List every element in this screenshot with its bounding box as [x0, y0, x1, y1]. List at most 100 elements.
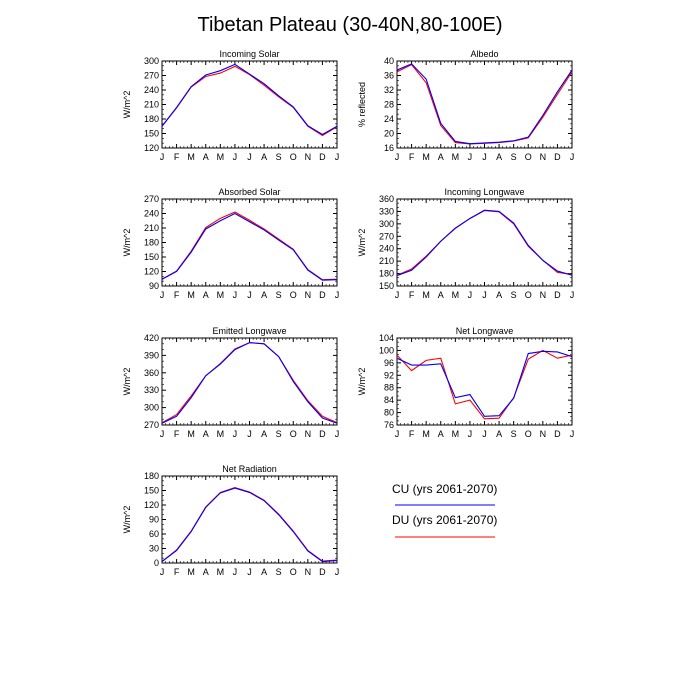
x-tick-label: O — [525, 290, 532, 300]
y-tick-label: 88 — [384, 383, 394, 393]
panel-title: Albedo — [470, 49, 498, 59]
panel-title: Net Radiation — [222, 464, 277, 474]
y-tick-label: 300 — [144, 403, 159, 413]
y-tick-label: 120 — [144, 267, 159, 277]
x-tick-label: A — [261, 290, 267, 300]
series-line-du — [396, 210, 573, 276]
x-tick-label: J — [570, 429, 575, 439]
y-tick-label: 360 — [144, 368, 159, 378]
x-tick-label: F — [174, 429, 180, 439]
y-tick-label: 92 — [384, 370, 394, 380]
x-tick-label: N — [305, 152, 312, 162]
x-tick-label: M — [187, 152, 195, 162]
y-tick-label: 100 — [379, 345, 394, 355]
y-tick-label: 80 — [384, 408, 394, 418]
x-tick-label: O — [290, 567, 297, 577]
x-tick-label: S — [276, 567, 282, 577]
x-tick-label: J — [482, 429, 487, 439]
x-tick-label: D — [319, 290, 326, 300]
x-tick-label: D — [554, 429, 561, 439]
x-tick-label: J — [233, 567, 238, 577]
x-tick-label: J — [160, 290, 165, 300]
panel-title: Emitted Longwave — [212, 326, 286, 336]
plot-frame — [396, 198, 573, 287]
legend-label-du: DU (yrs 2061-2070) — [392, 513, 497, 527]
x-tick-label: J — [160, 152, 165, 162]
x-tick-label: J — [233, 429, 238, 439]
x-tick-label: N — [305, 290, 312, 300]
x-tick-label: J — [335, 290, 340, 300]
x-tick-label: A — [203, 152, 209, 162]
series-line-cu — [161, 63, 338, 136]
x-tick-label: A — [496, 152, 502, 162]
x-tick-label: J — [335, 152, 340, 162]
y-tick-label: 150 — [144, 486, 159, 496]
x-tick-label: M — [452, 290, 460, 300]
legend-label-cu: CU (yrs 2061-2070) — [392, 482, 497, 496]
x-tick-label: N — [540, 429, 547, 439]
y-tick-label: 60 — [149, 529, 159, 539]
x-tick-label: J — [160, 429, 165, 439]
y-tick-label: 16 — [384, 143, 394, 153]
x-tick-label: A — [203, 290, 209, 300]
x-tick-label: J — [233, 290, 238, 300]
x-tick-label: A — [203, 429, 209, 439]
y-tick-label: 270 — [144, 71, 159, 81]
x-tick-label: A — [261, 429, 267, 439]
series-line-du — [396, 349, 573, 420]
x-tick-label: F — [409, 152, 415, 162]
x-tick-label: J — [570, 290, 575, 300]
y-tick-label: 150 — [144, 252, 159, 262]
y-tick-label: 210 — [144, 223, 159, 233]
y-tick-label: 30 — [149, 544, 159, 554]
x-tick-label: O — [525, 152, 532, 162]
panel-title: Incoming Solar — [219, 49, 279, 59]
x-tick-label: M — [422, 429, 430, 439]
x-tick-label: J — [247, 429, 252, 439]
plot-frame — [161, 337, 338, 426]
x-tick-label: F — [174, 567, 180, 577]
y-tick-label: 300 — [144, 56, 159, 66]
plot-frame — [396, 60, 573, 149]
x-tick-label: S — [511, 290, 517, 300]
x-tick-label: J — [395, 429, 400, 439]
x-tick-label: A — [496, 290, 502, 300]
y-axis-label: W/m^2 — [122, 368, 132, 396]
y-tick-label: 390 — [144, 350, 159, 360]
x-tick-label: J — [482, 152, 487, 162]
x-tick-label: O — [290, 429, 297, 439]
x-tick-label: J — [335, 429, 340, 439]
x-tick-label: S — [511, 429, 517, 439]
y-tick-label: 0 — [154, 558, 159, 568]
x-tick-label: O — [525, 429, 532, 439]
plot-frame — [161, 475, 338, 564]
x-tick-label: A — [496, 429, 502, 439]
y-tick-label: 120 — [144, 143, 159, 153]
y-tick-label: 150 — [379, 281, 394, 291]
figure-title: Tibetan Plateau (30-40N,80-100E) — [198, 14, 503, 36]
x-tick-label: A — [438, 429, 444, 439]
y-tick-label: 180 — [144, 238, 159, 248]
x-tick-label: O — [290, 152, 297, 162]
series-line-cu — [161, 212, 338, 281]
x-tick-label: J — [160, 567, 165, 577]
x-tick-label: A — [438, 290, 444, 300]
panel-title: Incoming Longwave — [444, 187, 524, 197]
y-tick-label: 150 — [144, 129, 159, 139]
y-tick-label: 76 — [384, 420, 394, 430]
x-tick-label: A — [261, 567, 267, 577]
panel-title: Net Longwave — [456, 326, 514, 336]
x-tick-label: J — [247, 152, 252, 162]
y-tick-label: 180 — [144, 114, 159, 124]
y-tick-label: 420 — [144, 333, 159, 343]
y-tick-label: 270 — [144, 194, 159, 204]
x-tick-label: N — [305, 429, 312, 439]
x-tick-label: J — [468, 429, 473, 439]
x-tick-label: D — [319, 152, 326, 162]
x-tick-label: M — [187, 290, 195, 300]
